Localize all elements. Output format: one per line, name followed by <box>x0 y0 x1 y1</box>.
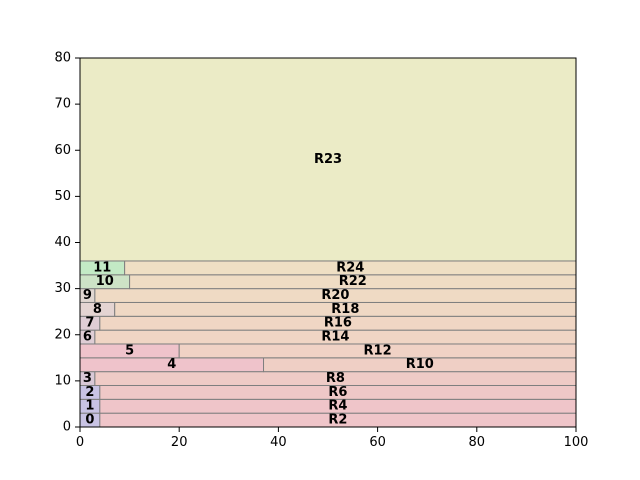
rectangle-label-10: 10 <box>96 274 114 289</box>
y-tick-label: 70 <box>54 97 71 112</box>
rectangle-label-3: 3 <box>83 371 92 386</box>
rectangle-label-0: 0 <box>85 413 94 428</box>
rectangle-label-R23: R23 <box>314 152 342 167</box>
rectangle-label-R4: R4 <box>328 399 347 414</box>
x-tick-label: 40 <box>270 435 287 450</box>
rectangle-label-6: 6 <box>83 330 92 345</box>
rectangle-label-R18: R18 <box>331 302 359 317</box>
x-tick-label: 0 <box>76 435 84 450</box>
axes-frame <box>79 57 577 428</box>
rectangle-label-R8: R8 <box>326 371 345 386</box>
x-tick-label: 100 <box>564 435 589 450</box>
y-tick-label: 40 <box>54 235 71 250</box>
x-tick-label: 80 <box>469 435 486 450</box>
y-tick-label: 10 <box>54 373 71 388</box>
rectangle-label-11: 11 <box>93 260 111 275</box>
rectangle-label-R20: R20 <box>321 288 349 303</box>
x-tick-label: 60 <box>369 435 386 450</box>
rectangle-label-9: 9 <box>83 288 92 303</box>
rectangle-label-8: 8 <box>93 302 102 317</box>
rectangle-label-R16: R16 <box>324 316 352 331</box>
x-tick-label: 20 <box>171 435 188 450</box>
rectangle-label-4: 4 <box>167 357 176 372</box>
rectangle-label-R24: R24 <box>336 260 364 275</box>
rectangle-label-R12: R12 <box>364 343 392 358</box>
rectangle-label-R10: R10 <box>406 357 434 372</box>
x-axis: 0 20 40 60 80 100 <box>76 427 589 450</box>
rectangle-label-R22: R22 <box>339 274 367 289</box>
y-tick-label: 30 <box>54 281 71 296</box>
y-tick-label: 0 <box>63 420 71 435</box>
rectangle-label-5: 5 <box>125 343 134 358</box>
y-tick-label: 60 <box>54 143 71 158</box>
rectangle-label-R14: R14 <box>321 330 349 345</box>
rectangle-label-1: 1 <box>85 399 94 414</box>
y-tick-label: 50 <box>54 189 71 204</box>
y-axis: 0 10 20 30 40 50 60 70 80 <box>54 51 80 435</box>
y-tick-label: 80 <box>54 51 71 66</box>
plot-area: 0 R2 1 R4 2 R6 3 R8 4 R10 5 R12 6 R14 7 R16 8 R18 9 R20 10 R2… <box>79 57 577 428</box>
rectangle-label-7: 7 <box>85 316 94 331</box>
rectangle-R23 <box>79 57 577 262</box>
rectangle-label-R2: R2 <box>328 413 347 428</box>
rectangle-label-2: 2 <box>85 385 94 400</box>
rectangle-label-R6: R6 <box>328 385 347 400</box>
y-tick-label: 20 <box>54 327 71 342</box>
